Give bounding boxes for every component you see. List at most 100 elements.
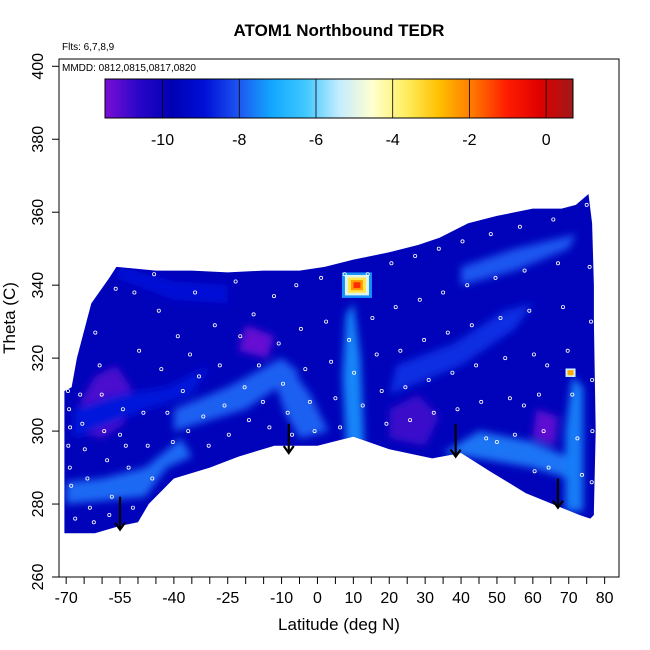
y-tick-label: 380 [30,126,47,153]
sample-point [156,308,161,313]
x-axis: -70 -55 -40 -25 -10 0 10 20 30 40 50 60 70 80 [55,577,614,607]
sample-point [352,370,357,375]
sample-point [417,297,422,302]
sample-point [561,305,566,310]
sample-point [347,337,352,342]
sample-point [565,348,570,353]
plot-frame [58,58,620,578]
sample-point [242,385,247,390]
sample-point [93,330,98,335]
sample-point [469,323,474,328]
sample-point [532,469,537,474]
heatmap-region [389,394,440,446]
colorbar-tick-label: -8 [232,132,246,149]
x-tick-label: -25 [216,590,239,607]
sample-point [165,410,170,415]
sample-point [590,377,595,382]
y-tick-label: 360 [30,199,47,226]
sample-point [474,363,479,368]
sample-point [97,363,102,368]
y-axis: 260 280 300 320 340 360 380 400 [30,53,59,591]
sample-point [233,279,238,284]
sample-point [360,403,365,408]
sample-point [118,432,123,437]
sample-point [450,370,455,375]
sample-point [120,407,125,412]
sample-point [522,268,527,273]
heatmap-hotspots [341,272,576,377]
sample-point [436,246,441,251]
x-tick-label: 70 [560,590,578,607]
sample-point [536,392,541,397]
sample-point [374,352,379,357]
sample-point [187,352,192,357]
sample-point [193,290,198,295]
sample-point [87,505,92,510]
sample-point [546,465,551,470]
sample-point [545,363,550,368]
sample-point [431,410,436,415]
colorbar-tick-label: -4 [386,132,400,149]
sample-point [570,392,575,397]
sample-point [512,432,517,437]
heatmap-region [389,303,533,395]
sample-point [270,264,275,269]
sample-point [238,334,243,339]
heatmap-region [73,365,210,439]
sample-point [517,224,522,229]
sample-point [494,439,499,444]
sample-point [137,348,142,353]
sample-point [67,407,72,412]
sample-point [389,261,394,266]
x-tick-label: -70 [55,590,78,607]
sample-point [584,202,589,207]
sample-point [575,436,580,441]
sample-point [159,367,164,372]
sample-point [460,239,465,244]
y-tick-label: 300 [30,418,47,445]
sample-point [285,410,290,415]
hotspot-cell [567,370,574,376]
sample-point [498,315,503,320]
colorbar-tick-label: 0 [542,132,551,149]
sample-point [226,432,231,437]
colorbar-ticks: -10 -8 -6 -4 -2 0 [151,79,551,149]
sample-point [393,305,398,310]
sample-point [251,312,256,317]
hotspot-cell [353,282,361,289]
heatmap-regions [66,234,584,512]
dates-note: MMDD: 0812,0815,0817,0820 [62,63,196,74]
sample-point [384,421,389,426]
sample-point [551,217,556,222]
x-tick-label: 80 [596,590,614,607]
colorbar-scale [104,78,574,119]
heatmap-region [274,365,329,439]
sample-point [503,356,508,361]
sample-point [338,425,343,430]
sample-point [298,326,303,331]
y-tick-label: 400 [30,53,47,80]
sample-point [66,443,71,448]
heatmap-region [116,266,228,304]
sample-points [66,202,595,525]
sample-point [99,392,104,397]
sample-point [91,520,96,525]
sample-point [422,337,427,342]
sample-point [531,352,536,357]
sample-point [312,429,317,434]
sample-point [175,334,180,339]
sample-point [413,253,418,258]
sample-point [152,272,157,277]
x-tick-label: 40 [452,590,470,607]
sample-point [222,403,227,408]
sample-point [324,319,329,324]
sample-point [589,480,594,485]
sample-point [196,374,201,379]
heatmap-region [443,431,576,479]
y-tick-label: 260 [30,564,47,591]
sample-point [541,429,546,434]
sample-point [68,425,73,430]
heatmap-region [461,234,576,286]
sample-point [370,315,375,320]
sample-point [78,392,83,397]
